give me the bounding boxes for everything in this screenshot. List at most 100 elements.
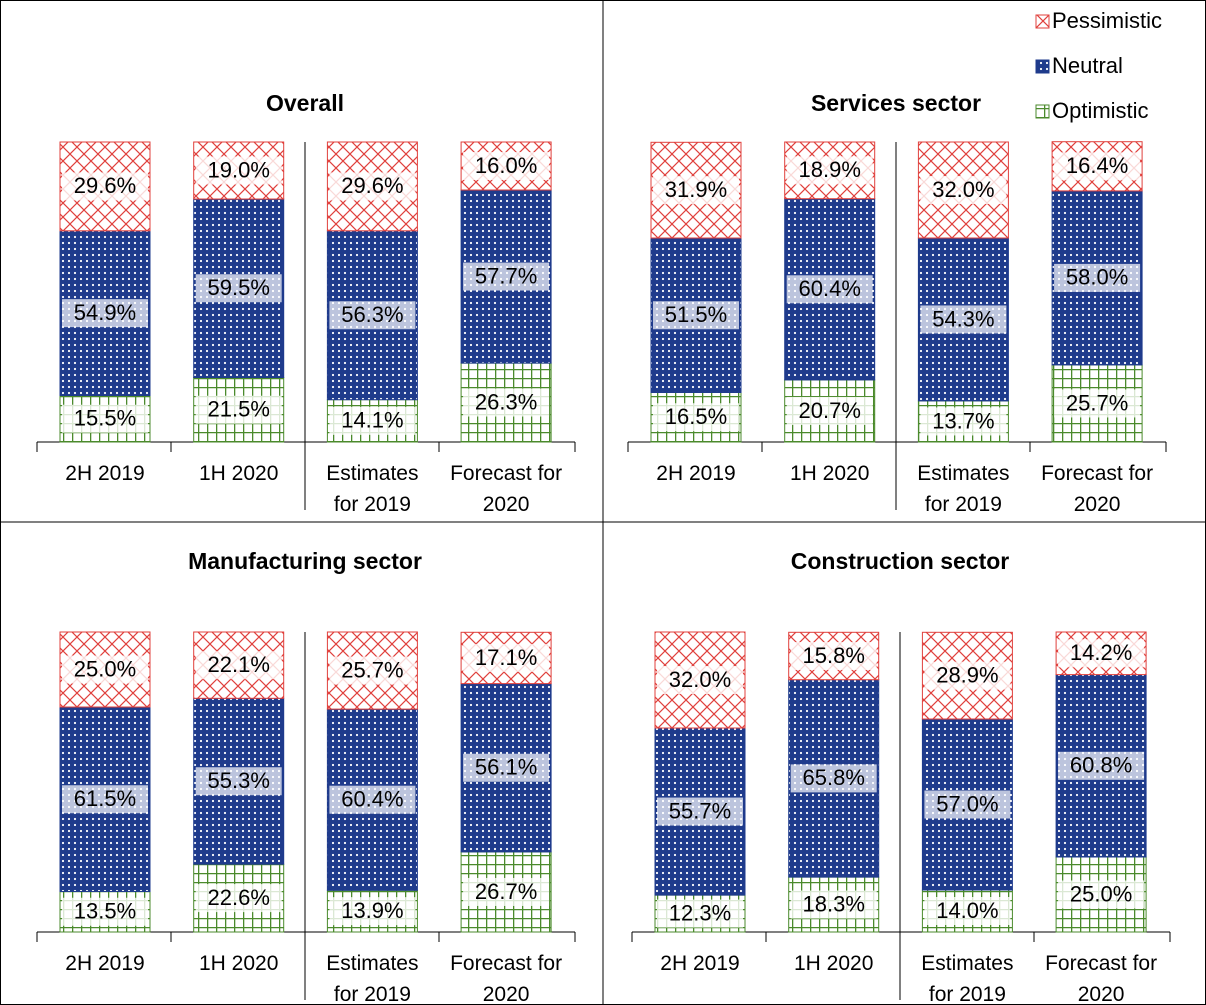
- data-label: 13.5%: [74, 899, 136, 924]
- label-box: [790, 642, 877, 670]
- label-box: [463, 388, 550, 417]
- data-label: 29.6%: [341, 173, 403, 198]
- x-tick-label: 2H 2019: [656, 462, 736, 485]
- label-box: [657, 899, 743, 928]
- x-tick-label: Forecast for 2020: [450, 952, 563, 1005]
- data-label: 58.0%: [1066, 265, 1128, 290]
- label-box: [920, 305, 1007, 334]
- label-box: [195, 395, 282, 424]
- data-label: 55.7%: [669, 798, 731, 823]
- data-label: 28.9%: [936, 662, 998, 687]
- data-label: 61.5%: [74, 786, 136, 811]
- chart-title: Construction sector: [791, 548, 1010, 574]
- label-box: [924, 661, 1011, 690]
- data-label: 16.0%: [475, 153, 537, 178]
- data-label: 60.4%: [799, 276, 861, 301]
- legend-swatch: [1035, 104, 1050, 119]
- data-label: 16.5%: [665, 404, 727, 429]
- label-box: [195, 274, 282, 303]
- x-tick-label: Estimates for 2019: [917, 462, 1010, 516]
- label-box: [924, 790, 1011, 819]
- label-box: [329, 656, 416, 685]
- x-tick-label: Estimates for 2019: [921, 952, 1014, 1005]
- chart-title: Overall: [266, 90, 344, 116]
- data-label: 20.7%: [799, 398, 861, 423]
- label-box: [653, 301, 739, 330]
- label-box: [62, 897, 148, 926]
- x-tick-label: 1H 2020: [198, 952, 279, 975]
- data-label: 54.9%: [74, 300, 136, 325]
- label-box: [653, 176, 739, 205]
- data-label: 18.9%: [799, 157, 861, 182]
- legend-swatch: [1035, 59, 1050, 74]
- data-label: 26.3%: [475, 389, 537, 414]
- label-box: [786, 156, 873, 185]
- label-box: [62, 785, 148, 814]
- data-label: 15.5%: [74, 406, 136, 431]
- label-box: [657, 666, 743, 694]
- x-tick-label: Forecast for 2020: [1045, 952, 1158, 1005]
- label-box: [790, 890, 877, 919]
- label-box: [786, 275, 873, 304]
- label-box: [62, 299, 148, 328]
- label-box: [463, 262, 550, 291]
- x-tick-label: 2H 2019: [65, 952, 145, 975]
- x-tick-label: Estimates for 2019: [326, 952, 419, 1005]
- data-label: 15.8%: [803, 643, 865, 668]
- data-label: 13.9%: [341, 898, 403, 923]
- data-label: 60.8%: [1070, 753, 1132, 778]
- data-label: 16.4%: [1066, 153, 1128, 178]
- label-box: [463, 877, 550, 906]
- data-label: 17.1%: [475, 645, 537, 670]
- data-label: 21.5%: [208, 397, 270, 422]
- label-box: [195, 156, 282, 185]
- label-box: [463, 643, 550, 672]
- data-label: 18.3%: [803, 891, 865, 916]
- data-label: 56.3%: [341, 302, 403, 327]
- label-box: [786, 396, 873, 425]
- label-box: [924, 897, 1011, 925]
- data-label: 54.3%: [932, 306, 994, 331]
- label-box: [1058, 639, 1145, 668]
- label-box: [920, 176, 1007, 204]
- label-box: [1058, 880, 1145, 909]
- data-label: 25.0%: [74, 656, 136, 681]
- data-label: 26.7%: [475, 879, 537, 904]
- data-label: 19.0%: [208, 157, 270, 182]
- data-label: 22.6%: [208, 885, 270, 910]
- label-box: [195, 651, 282, 680]
- data-label: 55.3%: [208, 768, 270, 793]
- data-label: 31.9%: [665, 177, 727, 202]
- label-box: [463, 753, 550, 782]
- legend-label: Optimistic: [1052, 98, 1149, 123]
- label-box: [329, 172, 416, 201]
- label-box: [653, 403, 739, 432]
- label-box: [790, 764, 877, 793]
- label-box: [62, 655, 148, 684]
- data-label: 14.1%: [341, 408, 403, 433]
- data-label: 25.0%: [1070, 881, 1132, 906]
- data-label: 32.0%: [932, 177, 994, 202]
- x-tick-label: 2H 2019: [660, 952, 740, 975]
- label-box: [1054, 263, 1141, 292]
- x-tick-label: Forecast for 2020: [450, 462, 563, 516]
- label-box: [195, 884, 282, 913]
- label-box: [1054, 152, 1141, 181]
- x-tick-label: 1H 2020: [198, 462, 279, 485]
- data-label: 13.7%: [932, 408, 994, 433]
- data-label: 57.0%: [936, 791, 998, 816]
- label-box: [62, 172, 148, 201]
- data-label: 57.7%: [475, 263, 537, 288]
- data-label: 25.7%: [341, 657, 403, 682]
- data-label: 12.3%: [669, 900, 731, 925]
- data-label: 56.1%: [475, 755, 537, 780]
- label-box: [195, 767, 282, 796]
- data-label: 14.2%: [1070, 640, 1132, 665]
- data-label: 32.0%: [669, 667, 731, 692]
- data-label: 25.7%: [1066, 390, 1128, 415]
- label-box: [62, 404, 148, 433]
- label-box: [463, 152, 550, 180]
- x-tick-label: Estimates for 2019: [326, 462, 419, 516]
